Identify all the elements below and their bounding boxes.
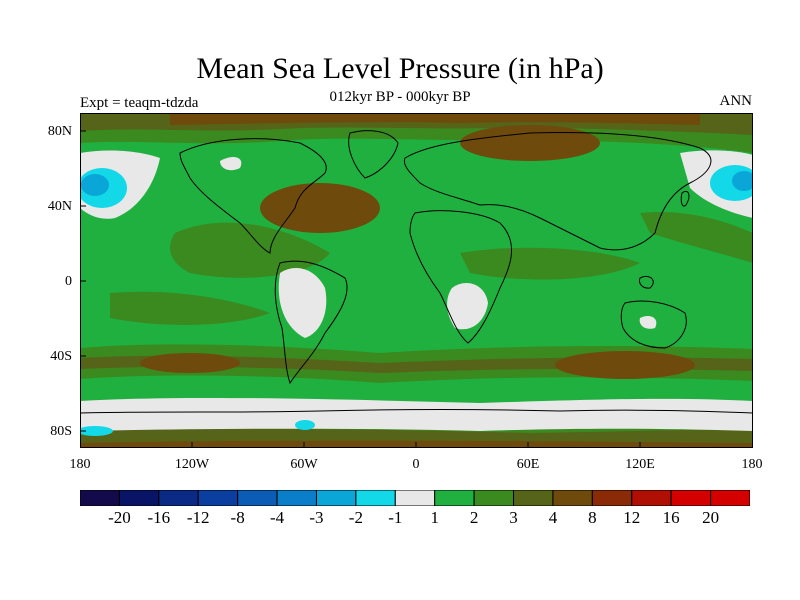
colorbar-box <box>473 490 515 506</box>
colorbar-label: -4 <box>269 508 285 527</box>
colorbar-label: 1 <box>430 508 439 527</box>
lon-label-180w: 180 <box>69 457 91 472</box>
lat-label-0: 0 <box>65 274 72 289</box>
lon-label-0: 0 <box>412 457 420 472</box>
colorbar-label: -16 <box>147 508 171 527</box>
lon-label-60e: 60E <box>516 457 540 472</box>
field-bin-1-2 <box>80 113 753 448</box>
colorbar-label: -3 <box>309 508 324 527</box>
pressure-map-svg <box>80 113 753 448</box>
colorbar-box <box>237 490 278 506</box>
season-label: ANN <box>719 93 753 109</box>
experiment-label: Expt = teaqm-tdzda <box>80 95 199 111</box>
map-ticks <box>80 130 641 448</box>
colorbar-label: 12 <box>623 508 641 527</box>
field-bin-4-8 <box>80 113 753 448</box>
colorbar-label: -20 <box>108 508 131 527</box>
lon-label-120w: 120W <box>174 457 210 472</box>
lon-label-180e: 180 <box>741 457 763 472</box>
colorbar-box <box>394 490 436 506</box>
lon-label-60w: 60W <box>290 457 318 472</box>
colorbar-box <box>118 490 160 506</box>
colorbar-box <box>158 490 199 506</box>
lon-label-120e: 120E <box>625 457 655 472</box>
colorbar <box>80 490 750 506</box>
colorbar-box <box>197 490 239 506</box>
colorbar-box <box>315 490 357 506</box>
colorbar-box <box>631 490 672 506</box>
colorbar-label: 2 <box>469 508 479 527</box>
colorbar-box <box>434 490 475 506</box>
lat-label-80n: 80N <box>47 124 72 139</box>
colorbar-label: -1 <box>388 508 403 527</box>
pressure-map <box>80 113 753 448</box>
colorbar-box <box>355 490 396 506</box>
lat-label-40s: 40S <box>50 349 72 364</box>
colorbar-box <box>710 490 750 506</box>
lat-label-40n: 40N <box>47 199 72 214</box>
colorbar-label: 16 <box>662 508 680 527</box>
colorbar-label: 8 <box>588 508 597 527</box>
colorbar-label: -2 <box>348 508 363 527</box>
colorbar-label: 4 <box>548 508 558 527</box>
coastlines <box>80 130 753 414</box>
colorbar-label: 3 <box>509 508 518 527</box>
colorbar-box <box>276 490 317 506</box>
chart-title: Mean Sea Level Pressure (in hPa) <box>196 52 604 85</box>
colorbar-box <box>513 490 554 506</box>
colorbar-box <box>552 490 593 506</box>
colorbar-box <box>670 490 712 506</box>
field-bin-neg3-neg2 <box>81 171 753 196</box>
colorbar-label: 20 <box>702 508 720 527</box>
colorbar-label: -12 <box>186 508 210 527</box>
colorbar-box <box>591 490 633 506</box>
colorbar-label: -8 <box>230 508 245 527</box>
colorbar-box <box>80 490 120 506</box>
lat-label-80s: 80S <box>50 424 72 439</box>
chart-subtitle: 012kyr BP - 000kyr BP <box>329 89 471 105</box>
